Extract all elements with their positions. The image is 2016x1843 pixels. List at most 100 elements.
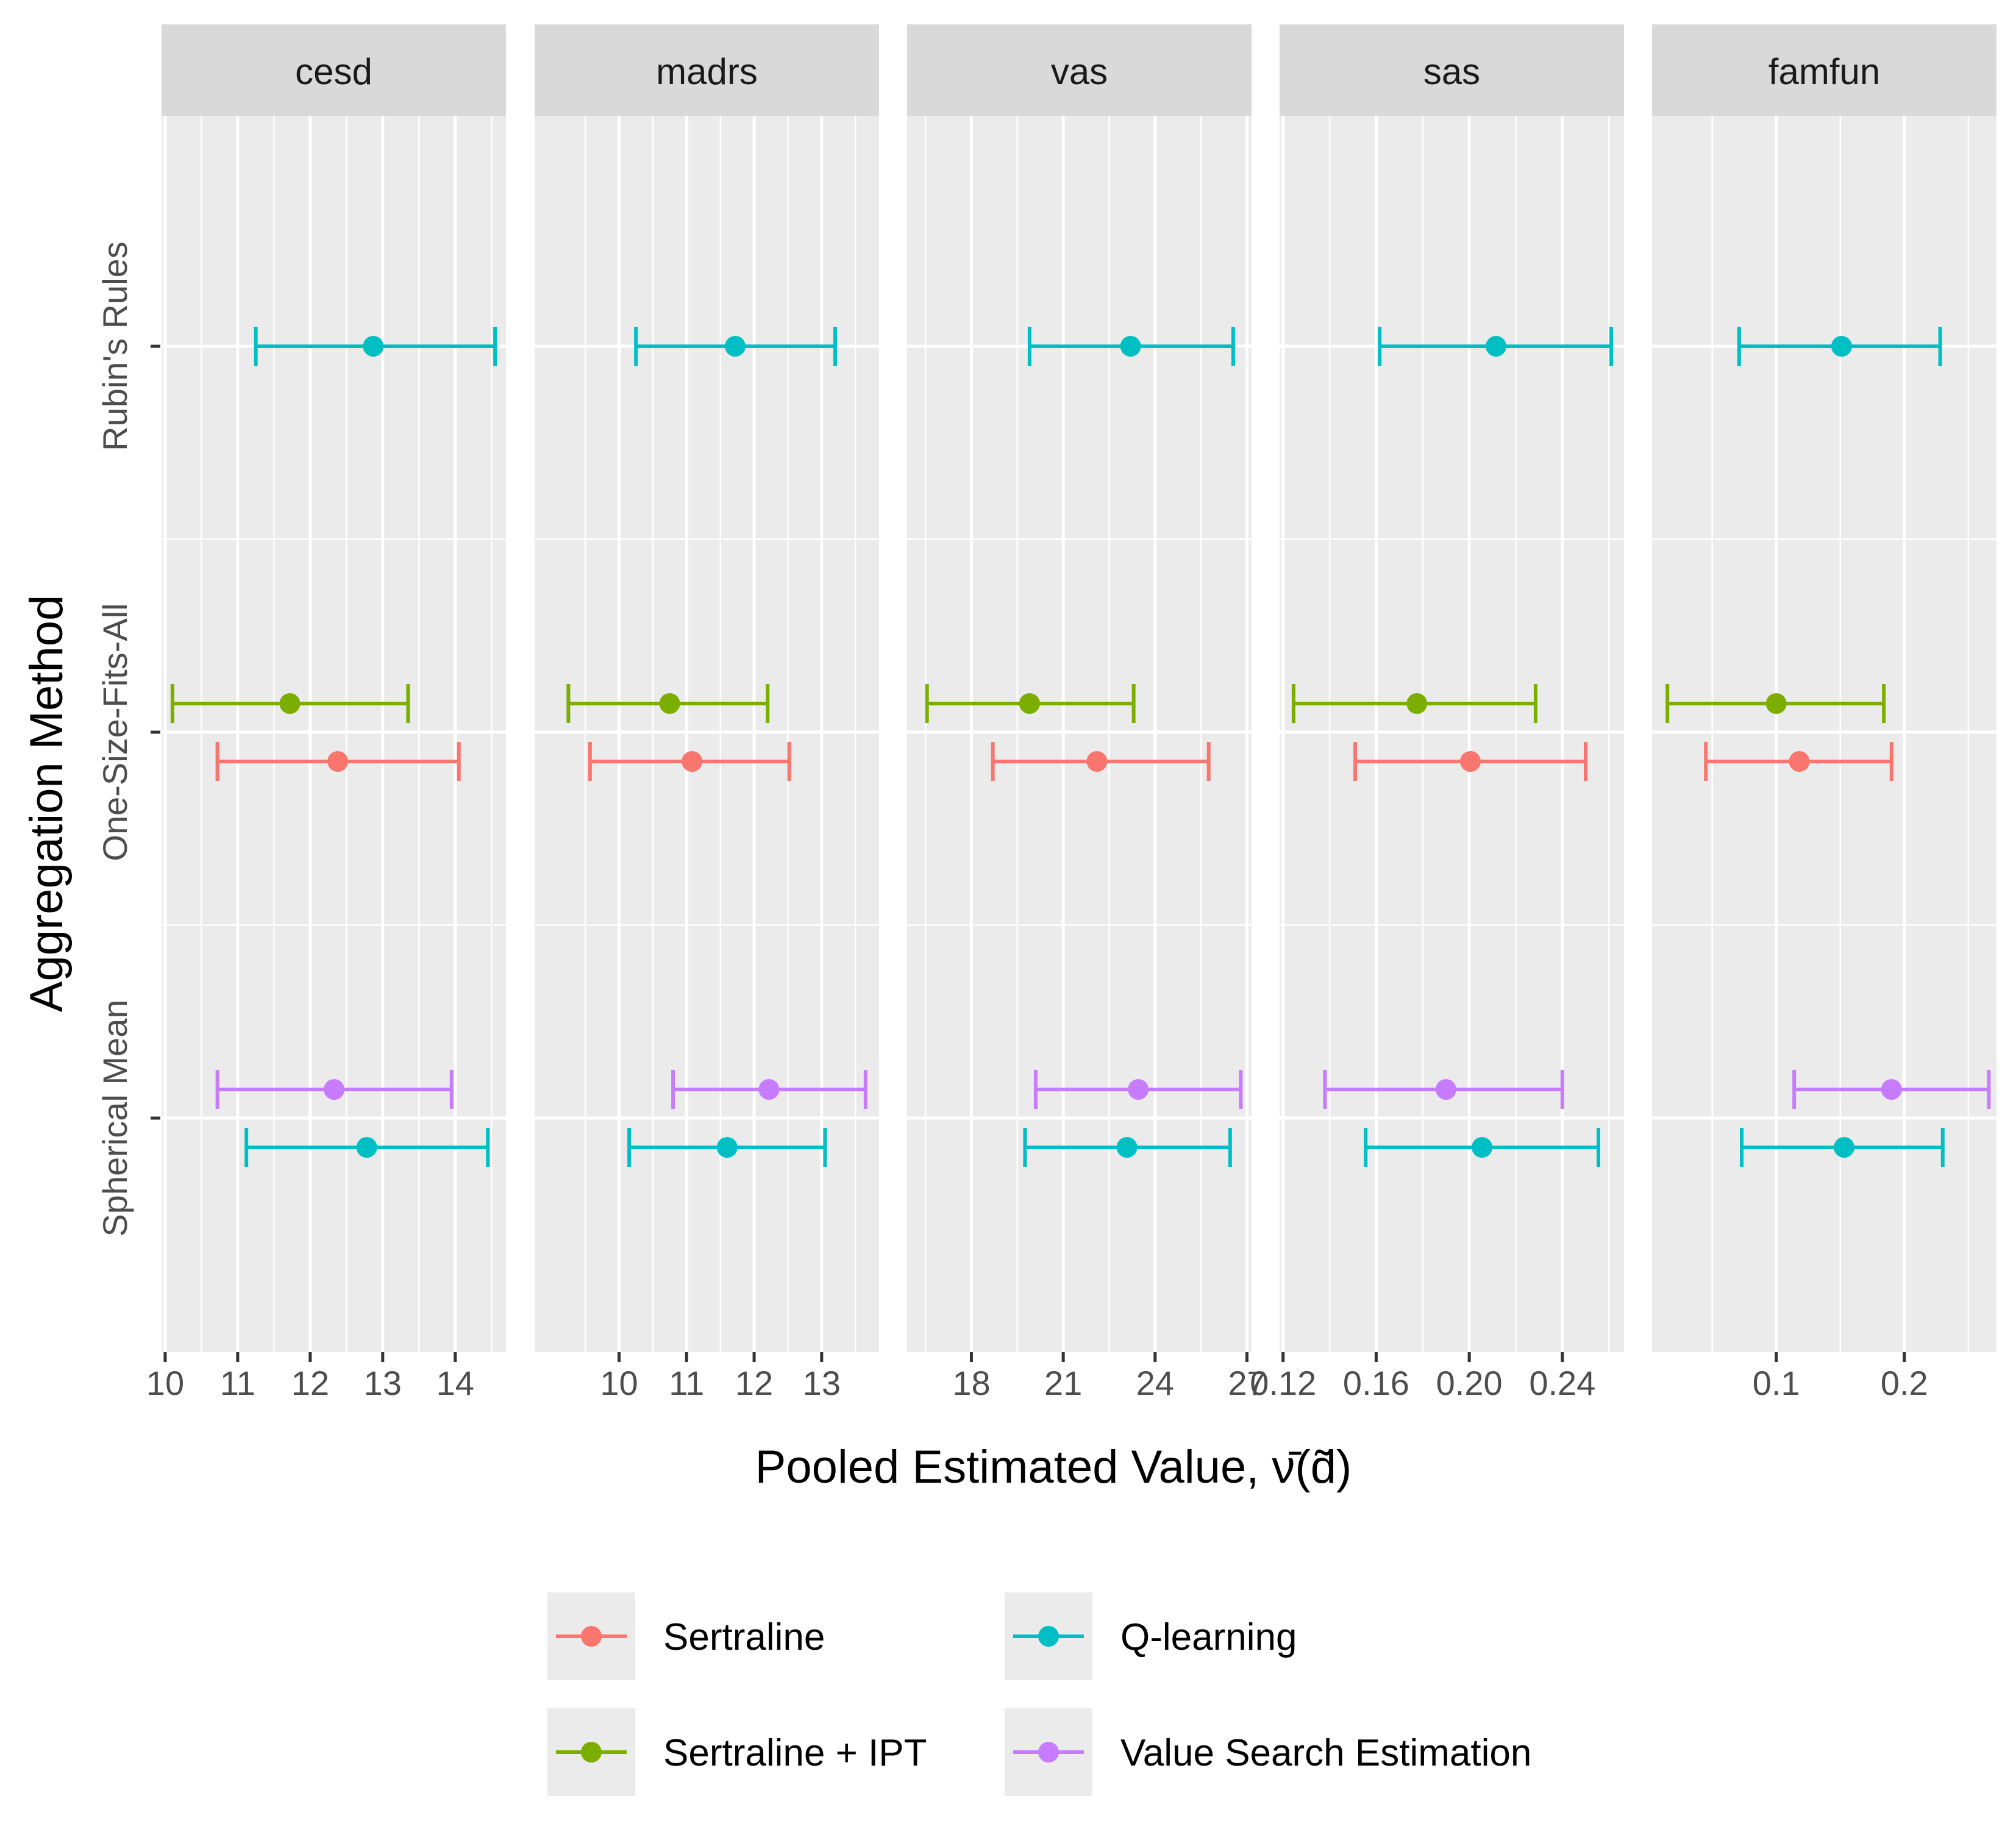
x-tick-label: 10 xyxy=(600,1364,638,1402)
facet-strip xyxy=(535,24,879,116)
point-estimate xyxy=(1435,1079,1456,1100)
point-estimate xyxy=(1765,693,1787,714)
point-estimate xyxy=(716,1137,738,1158)
errorbar-q-learning-rubin-s-rules xyxy=(1378,327,1614,366)
x-tick-label: 18 xyxy=(952,1364,990,1402)
legend-key-point xyxy=(1038,1626,1059,1647)
x-tick-label: 11 xyxy=(220,1364,255,1402)
point-estimate xyxy=(1460,751,1481,772)
point-estimate xyxy=(1116,1137,1138,1158)
x-tick-label: 0.12 xyxy=(1250,1364,1316,1402)
errorbar-q-learning-spherical-mean xyxy=(1364,1128,1601,1167)
legend-entry-value-search-estimation: Value Search Estimation xyxy=(1005,1708,1531,1796)
legend-label: Q-learning xyxy=(1120,1616,1297,1658)
point-estimate xyxy=(725,336,746,357)
point-estimate xyxy=(1831,336,1852,357)
x-tick-label: 0.2 xyxy=(1881,1364,1928,1402)
point-estimate xyxy=(1086,751,1108,772)
y-axis: Rubin's Rules One-Size-Fits-All Spherical … xyxy=(96,241,160,1237)
legend-label: Sertraline xyxy=(663,1616,825,1658)
errorbar-q-learning-spherical-mean xyxy=(1740,1128,1945,1167)
x-tick-label: 0.1 xyxy=(1753,1364,1800,1402)
errorbar-q-learning-spherical-mean xyxy=(627,1128,827,1167)
point-estimate xyxy=(363,336,384,357)
point-estimate xyxy=(1834,1137,1855,1158)
legend-entry-sertraline: Sertraline xyxy=(547,1592,825,1680)
facet-strip xyxy=(1652,24,1996,116)
x-axis-title: Pooled Estimated Value, ν̄(d̃) xyxy=(755,1441,1352,1493)
facet-strip xyxy=(162,24,506,116)
legend-entry-sertraline-ipt: Sertraline + IPT xyxy=(547,1708,927,1796)
legend-label: Value Search Estimation xyxy=(1120,1732,1531,1774)
panel-background xyxy=(535,116,879,1352)
point-estimate xyxy=(758,1079,780,1100)
x-tick-label: 12 xyxy=(735,1364,773,1402)
errorbar-sertraline-one-size-fits-all xyxy=(1704,742,1893,781)
facet-strip xyxy=(907,24,1252,116)
errorbar-sertraline-ipt-one-size-fits-all xyxy=(925,684,1136,723)
errorbar-sertraline-one-size-fits-all xyxy=(991,742,1211,781)
facet-famfun: famfun 0.1 0.2 xyxy=(1652,24,1996,1402)
errorbar-q-learning-spherical-mean xyxy=(244,1128,490,1167)
facet-madrs: madrs 10 11 12 13 xyxy=(535,24,879,1402)
point-estimate xyxy=(1789,751,1810,772)
errorbar-value-search-estimation-spherical-mean xyxy=(671,1070,867,1109)
legend-key-point xyxy=(581,1626,602,1647)
errorbar-q-learning-spherical-mean xyxy=(1023,1128,1232,1167)
x-tick-label: 27 xyxy=(1228,1364,1266,1402)
facet-strip xyxy=(1280,24,1624,116)
point-estimate xyxy=(1472,1137,1493,1158)
errorbar-sertraline-one-size-fits-all xyxy=(1353,742,1588,781)
y-tick-label: Spherical Mean xyxy=(96,999,134,1236)
errorbar-sertraline-one-size-fits-all xyxy=(588,742,791,781)
errorbar-sertraline-ipt-one-size-fits-all xyxy=(170,684,410,723)
x-tick-label: 24 xyxy=(1136,1364,1174,1402)
y-tick-label: Rubin's Rules xyxy=(96,241,134,451)
x-tick-label: 11 xyxy=(669,1364,704,1402)
facet-cesd: cesd 10 11 12 13 14 xyxy=(146,24,506,1402)
errorbar-sertraline-ipt-one-size-fits-all xyxy=(1665,684,1886,723)
point-estimate xyxy=(682,751,703,772)
errorbar-value-search-estimation-spherical-mean xyxy=(1323,1070,1564,1109)
point-estimate xyxy=(1406,693,1428,714)
x-tick-label: 10 xyxy=(146,1364,184,1402)
errorbar-sertraline-ipt-one-size-fits-all xyxy=(566,684,770,723)
y-tick-label: One-Size-Fits-All xyxy=(96,603,134,861)
x-tick-label: 0.16 xyxy=(1343,1364,1409,1402)
errorbar-q-learning-rubin-s-rules xyxy=(1027,327,1235,366)
facet-vas: vas 18 21 24 27 xyxy=(907,24,1266,1402)
facet-strip-label: sas xyxy=(1423,51,1480,92)
point-estimate xyxy=(1486,336,1507,357)
panel-background xyxy=(1280,116,1624,1352)
point-estimate xyxy=(1128,1079,1149,1100)
point-estimate xyxy=(324,1079,345,1100)
point-estimate xyxy=(1120,336,1141,357)
legend-entry-q-learning: Q-learning xyxy=(1005,1592,1297,1680)
legend-key-point xyxy=(1038,1742,1059,1763)
errorbar-q-learning-rubin-s-rules xyxy=(1737,327,1942,366)
errorbar-value-search-estimation-spherical-mean xyxy=(215,1070,454,1109)
errorbar-sertraline-one-size-fits-all xyxy=(215,742,461,781)
facet-strip-label: madrs xyxy=(656,51,758,92)
facet-strip-label: cesd xyxy=(295,51,372,92)
panel-background xyxy=(1652,116,1996,1352)
errorbar-q-learning-rubin-s-rules xyxy=(254,327,497,366)
legend: Sertraline Q-learning Sertraline + IPT Valu… xyxy=(547,1592,1531,1796)
x-tick-label: 13 xyxy=(803,1364,841,1402)
x-tick-label: 0.24 xyxy=(1529,1364,1595,1402)
point-estimate xyxy=(327,751,349,772)
point-estimate xyxy=(279,693,301,714)
facet-strip-label: vas xyxy=(1051,51,1108,92)
x-tick-label: 0.20 xyxy=(1436,1364,1503,1402)
errorbar-value-search-estimation-spherical-mean xyxy=(1033,1070,1243,1109)
point-estimate xyxy=(659,693,680,714)
x-tick-label: 21 xyxy=(1044,1364,1082,1402)
point-estimate xyxy=(356,1137,377,1158)
facet-sas: sas 0.12 0.16 0.20 0.24 xyxy=(1250,24,1624,1402)
point-estimate xyxy=(1019,693,1040,714)
legend-key-point xyxy=(581,1742,602,1763)
x-tick-label: 14 xyxy=(436,1364,474,1402)
facet-strip-label: famfun xyxy=(1768,51,1880,92)
